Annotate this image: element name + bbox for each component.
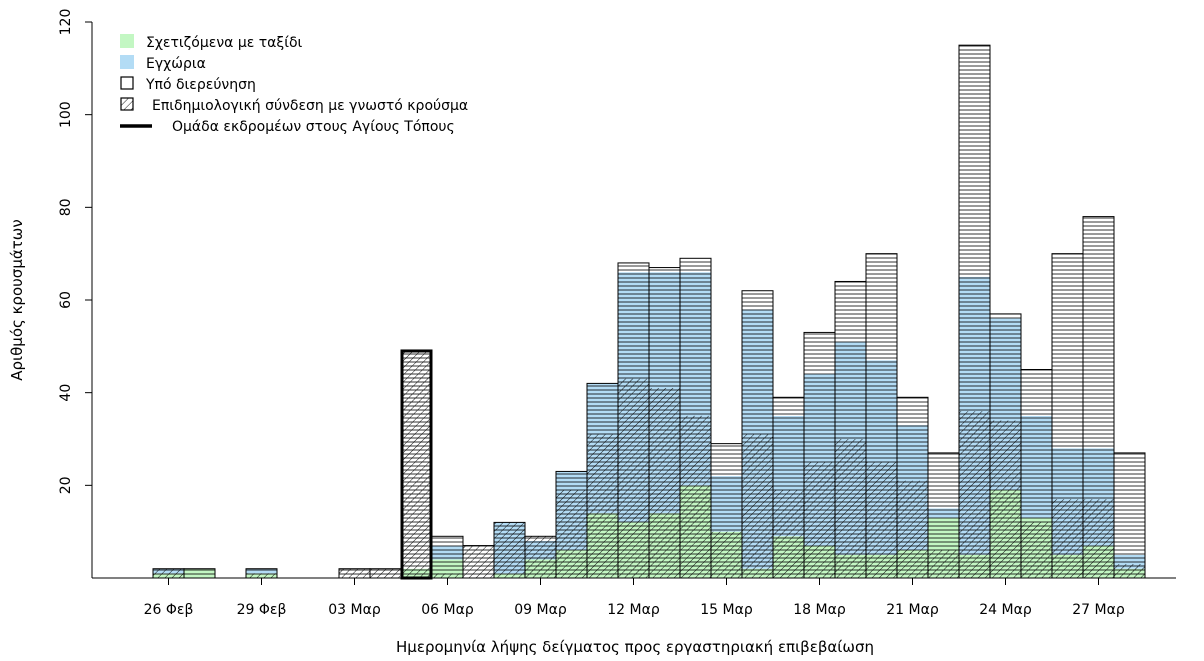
bar-20: [741, 290, 774, 579]
epi-link-hatch: [928, 550, 959, 578]
epi-link-hatch: [432, 573, 463, 578]
axes-layer: 20 40 60 80 100 120 26 Φεβ 29 Φεβ 03 Μαρ 06 Μαρ 09…: [58, 9, 1176, 618]
x-tick-label: 12 Μαρ: [607, 602, 660, 618]
legend-label: Υπό διερεύνηση: [145, 77, 256, 93]
bar-13: [524, 535, 557, 579]
x-tick-label: 21 Μαρ: [886, 602, 939, 618]
x-axis-title: Ημερομηνία λήψης δείγματος προς εργαστηρ…: [396, 638, 874, 656]
x-tick-label: 09 Μαρ: [514, 602, 567, 618]
bar-31: [1082, 216, 1115, 579]
bar-15: [586, 382, 619, 579]
bar-line-pattern: [184, 568, 215, 578]
legend: Σχετιζόμενα με ταξίδι Εγχώρια Υπό διερεύνη…: [120, 34, 468, 135]
epi-link-hatch: [773, 489, 804, 578]
epi-link-hatch: [804, 462, 835, 578]
legend-item-4: Επιδημιολογική σύνδεση με γνωστό κρούσμα: [120, 97, 468, 114]
legend-label: Εγχώρια: [146, 56, 206, 72]
legend-swatch: [120, 76, 134, 90]
bar-21: [772, 396, 805, 579]
legend-swatch: [120, 97, 134, 111]
y-tick-label: 40: [58, 384, 74, 402]
epi-link-hatch: [897, 480, 928, 578]
epi-link-hatch: [339, 568, 370, 578]
y-tick-label: 100: [58, 101, 74, 128]
y-tick-label: 80: [58, 198, 74, 216]
y-tick-label: 20: [58, 476, 74, 494]
legend-item-3: Υπό διερεύνηση: [120, 76, 256, 93]
epi-link-hatch: [711, 531, 742, 578]
epi-link-hatch: [556, 489, 587, 578]
x-tick-label: 27 Μαρ: [1072, 602, 1125, 618]
epi-link-hatch: [463, 545, 494, 578]
epi-link-hatch: [1083, 499, 1114, 578]
bar-25: [896, 396, 929, 579]
bar-12: [493, 521, 526, 579]
epi-link-hatch: [401, 350, 432, 578]
bar-24: [865, 253, 898, 579]
bar-27: [958, 44, 991, 579]
x-tick-label: 06 Μαρ: [421, 602, 474, 618]
bar-14: [555, 470, 588, 579]
epi-link-hatch: [587, 434, 618, 578]
epi-link-hatch: [494, 522, 525, 578]
bar-26: [927, 452, 960, 579]
epi-link-hatch: [990, 420, 1021, 578]
y-axis-title: Αριθμός κρουσμάτων: [8, 219, 26, 380]
legend-item-1: Σχετιζόμενα με ταξίδι: [120, 34, 303, 51]
epi-link-hatch: [1021, 522, 1052, 578]
x-tick-label: 24 Μαρ: [979, 602, 1032, 618]
x-tick-label: 26 Φεβ: [144, 602, 194, 618]
bar-28: [989, 313, 1022, 579]
y-tick-label: 120: [58, 9, 74, 36]
epi-link-hatch: [618, 378, 649, 578]
epi-link-hatch: [649, 388, 680, 578]
epi-link-hatch: [866, 462, 897, 578]
x-tick-label: 18 Μαρ: [793, 602, 846, 618]
bar-22: [803, 331, 836, 579]
x-tick-label: 29 Φεβ: [237, 602, 287, 618]
epi-link-hatch: [153, 568, 184, 578]
legend-label: Σχετιζόμενα με ταξίδι: [146, 35, 303, 51]
bar-18: [679, 257, 712, 579]
bar-9: [400, 349, 433, 580]
y-tick-label: 60: [58, 291, 74, 309]
epi-link-hatch: [525, 536, 556, 578]
legend-label: Ομάδα εκδρομέων στους Αγίους Τόπους: [172, 119, 455, 135]
bar-23: [834, 280, 867, 579]
epi-link-hatch: [680, 415, 711, 578]
legend-swatch: [120, 34, 134, 48]
epi-link-hatch: [370, 568, 401, 578]
bar-8: [369, 568, 402, 579]
epi-link-hatch: [742, 434, 773, 578]
bar-29: [1020, 369, 1053, 579]
epi-link-hatch: [246, 573, 277, 578]
bar-11: [462, 545, 495, 579]
bar-19: [710, 443, 743, 579]
bar-line-pattern: [432, 536, 463, 578]
bar-line-pattern: [1114, 452, 1145, 578]
bar-2: [183, 568, 216, 579]
legend-item-2: Εγχώρια: [120, 55, 206, 72]
bars-layer: [152, 44, 1146, 580]
epi-link-hatch: [1052, 499, 1083, 578]
epi-link-hatch: [1114, 564, 1145, 578]
legend-label: Επιδημιολογική σύνδεση με γνωστό κρούσμα: [152, 98, 468, 114]
bar-17: [648, 267, 681, 579]
epi-link-hatch: [959, 411, 990, 578]
bar-32: [1113, 452, 1146, 579]
bar-1: [152, 568, 185, 579]
epi-link-hatch: [835, 439, 866, 578]
bar-7: [338, 568, 371, 579]
bar-30: [1051, 253, 1084, 579]
bar-10: [431, 535, 464, 579]
bar-16: [617, 262, 650, 579]
bar-4: [245, 568, 278, 579]
legend-swatch: [120, 55, 134, 69]
x-tick-label: 03 Μαρ: [328, 602, 381, 618]
legend-item-5: Ομάδα εκδρομέων στους Αγίους Τόπους: [120, 119, 455, 135]
x-tick-label: 15 Μαρ: [700, 602, 753, 618]
